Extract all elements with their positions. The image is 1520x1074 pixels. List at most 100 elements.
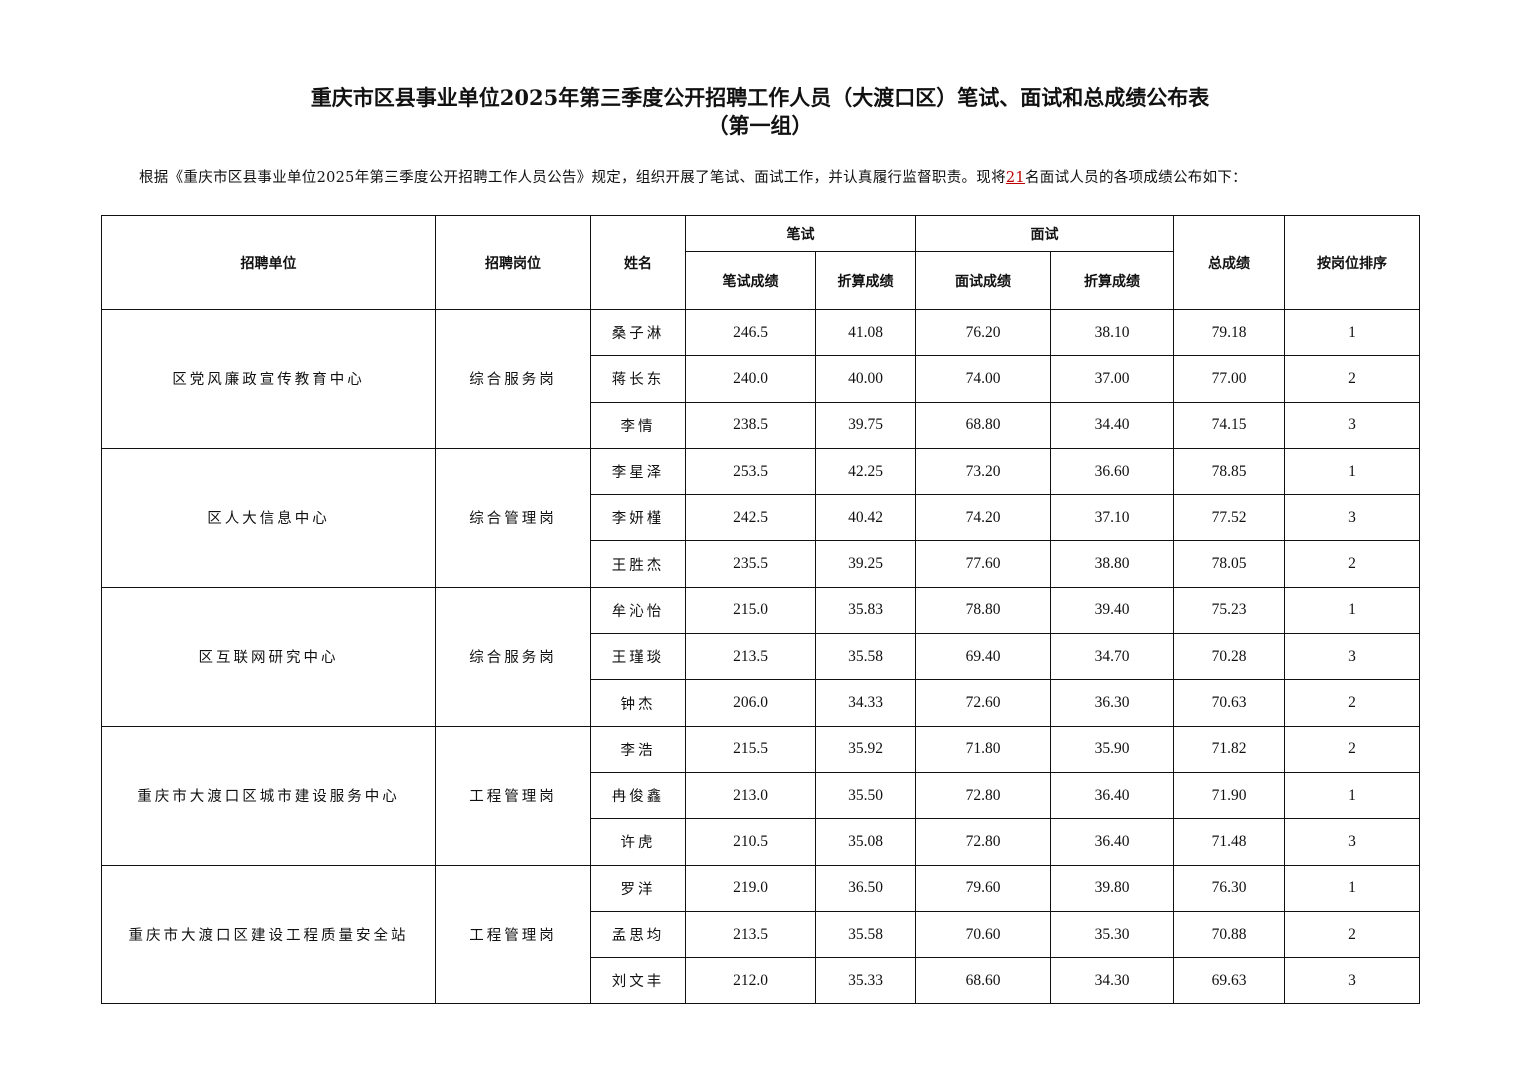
- candidate-name: 罗洋: [590, 864, 686, 912]
- written-score: 206.0: [685, 679, 816, 727]
- recruiting-post: 综合服务岗: [435, 309, 591, 449]
- candidate-name: 蒋长东: [590, 355, 686, 403]
- table-row: 许虎 210.5 35.08 72.80 36.40 71.48 3: [102, 818, 1420, 866]
- written-score: 246.5: [685, 308, 816, 357]
- recruiting-unit: 区党风廉政宣传教育中心: [101, 309, 436, 449]
- total-score: 69.63: [1173, 957, 1285, 1005]
- interview-converted: 37.00: [1050, 355, 1174, 403]
- written-score: 253.5: [685, 447, 816, 496]
- interview-score: 72.80: [915, 818, 1051, 866]
- recruiting-unit: 重庆市大渡口区建设工程质量安全站: [101, 864, 436, 1005]
- header-interview-score: 面试成绩: [915, 251, 1051, 310]
- header-post: 招聘岗位: [435, 215, 591, 310]
- header-unit: 招聘单位: [101, 215, 436, 310]
- recruiting-unit: 区互联网研究中心: [101, 586, 436, 727]
- written-converted: 42.25: [815, 447, 916, 496]
- interview-converted: 35.90: [1050, 725, 1174, 773]
- rank: 3: [1284, 633, 1420, 681]
- written-score: 210.5: [685, 818, 816, 866]
- candidate-name: 孟思均: [590, 910, 686, 959]
- table-row: 李妍槿 242.5 40.42 74.20 37.10 77.52 3: [102, 494, 1420, 542]
- total-score: 78.05: [1173, 540, 1285, 588]
- total-score: 70.88: [1173, 910, 1285, 959]
- table-row: 李情 238.5 39.75 68.80 34.40 74.15 3: [102, 401, 1420, 449]
- interview-converted: 39.40: [1050, 586, 1174, 635]
- interview-converted: 34.40: [1050, 401, 1174, 449]
- total-score: 71.90: [1173, 771, 1285, 820]
- candidate-name: 冉俊鑫: [590, 771, 686, 820]
- interview-score: 76.20: [915, 308, 1051, 357]
- written-score: 213.5: [685, 910, 816, 959]
- total-score: 77.52: [1173, 494, 1285, 542]
- recruiting-unit: 区人大信息中心: [101, 447, 436, 588]
- rank: 1: [1284, 308, 1420, 357]
- rank: 3: [1284, 957, 1420, 1005]
- total-score: 71.82: [1173, 725, 1285, 773]
- rank: 3: [1284, 494, 1420, 542]
- candidate-name: 桑子淋: [590, 308, 686, 357]
- written-converted: 35.58: [815, 633, 916, 681]
- rank: 2: [1284, 540, 1420, 588]
- candidate-name: 李浩: [590, 725, 686, 773]
- total-score: 70.28: [1173, 633, 1285, 681]
- candidate-name: 王瑾琰: [590, 633, 686, 681]
- written-converted: 35.33: [815, 957, 916, 1005]
- written-converted: 40.42: [815, 494, 916, 542]
- written-converted: 35.08: [815, 818, 916, 866]
- rank: 2: [1284, 679, 1420, 727]
- table-row: 王瑾琰 213.5 35.58 69.40 34.70 70.28 3: [102, 633, 1420, 681]
- written-score: 215.0: [685, 586, 816, 635]
- interview-score: 77.60: [915, 540, 1051, 588]
- written-converted: 39.25: [815, 540, 916, 588]
- interview-converted: 36.40: [1050, 771, 1174, 820]
- header-interview-converted: 折算成绩: [1050, 251, 1174, 310]
- interview-score: 70.60: [915, 910, 1051, 959]
- candidate-name: 钟杰: [590, 679, 686, 727]
- interview-score: 74.20: [915, 494, 1051, 542]
- written-converted: 34.33: [815, 679, 916, 727]
- interview-score: 72.80: [915, 771, 1051, 820]
- interview-converted: 38.10: [1050, 308, 1174, 357]
- recruiting-post: 综合服务岗: [435, 586, 591, 727]
- document-title: 重庆市区县事业单位2025年第三季度公开招聘工作人员（大渡口区）笔试、面试和总成…: [0, 84, 1520, 140]
- written-score: 238.5: [685, 401, 816, 449]
- total-score: 75.23: [1173, 586, 1285, 635]
- candidate-name: 牟沁怡: [590, 586, 686, 635]
- interview-converted: 37.10: [1050, 494, 1174, 542]
- rank: 1: [1284, 447, 1420, 496]
- rank: 1: [1284, 864, 1420, 912]
- interview-score: 68.80: [915, 401, 1051, 449]
- written-converted: 35.83: [815, 586, 916, 635]
- header-rank: 按岗位排序: [1284, 215, 1420, 310]
- applicant-count: 21: [1005, 170, 1025, 186]
- recruiting-unit: 重庆市大渡口区城市建设服务中心: [101, 725, 436, 866]
- rank: 1: [1284, 771, 1420, 820]
- interview-converted: 34.30: [1050, 957, 1174, 1005]
- table-row: 区党风廉政宣传教育中心 综合服务岗 桑子淋 246.5 41.08 76.20 38.10 7…: [101, 308, 1420, 449]
- table-row: 重庆市大渡口区城市建设服务中心 工程管理岗 李浩 215.5 35.92 71.80 35.…: [101, 725, 1420, 866]
- written-score: 215.5: [685, 725, 816, 773]
- table-row: 区人大信息中心 综合管理岗 李星泽 253.5 42.25 73.20 36.60 78.85…: [101, 447, 1420, 588]
- interview-score: 68.60: [915, 957, 1051, 1005]
- candidate-name: 许虎: [590, 818, 686, 866]
- written-score: 242.5: [685, 494, 816, 542]
- interview-score: 69.40: [915, 633, 1051, 681]
- written-score: 213.5: [685, 633, 816, 681]
- interview-converted: 36.60: [1050, 447, 1174, 496]
- intro-text-end: 名面试人员的各项成绩公布如下：: [1024, 170, 1247, 186]
- written-converted: 39.75: [815, 401, 916, 449]
- total-score: 76.30: [1173, 864, 1285, 912]
- written-score: 240.0: [685, 355, 816, 403]
- written-score: 213.0: [685, 771, 816, 820]
- interview-score: 78.80: [915, 586, 1051, 635]
- score-table: 招聘单位 招聘岗位 姓名 笔试 面试 总成绩 按岗位排序 笔试成绩 折算成绩 面…: [101, 215, 1420, 1005]
- total-score: 70.63: [1173, 679, 1285, 727]
- header-interview: 面试: [915, 215, 1174, 252]
- table-row: 钟杰 206.0 34.33 72.60 36.30 70.63 2: [102, 679, 1420, 727]
- interview-score: 74.00: [915, 355, 1051, 403]
- written-score: 219.0: [685, 864, 816, 912]
- interview-converted: 34.70: [1050, 633, 1174, 681]
- table-row: 刘文丰 212.0 35.33 68.60 34.30 69.63 3: [102, 957, 1420, 1005]
- header-written-converted: 折算成绩: [815, 251, 916, 310]
- recruiting-post: 工程管理岗: [435, 725, 591, 866]
